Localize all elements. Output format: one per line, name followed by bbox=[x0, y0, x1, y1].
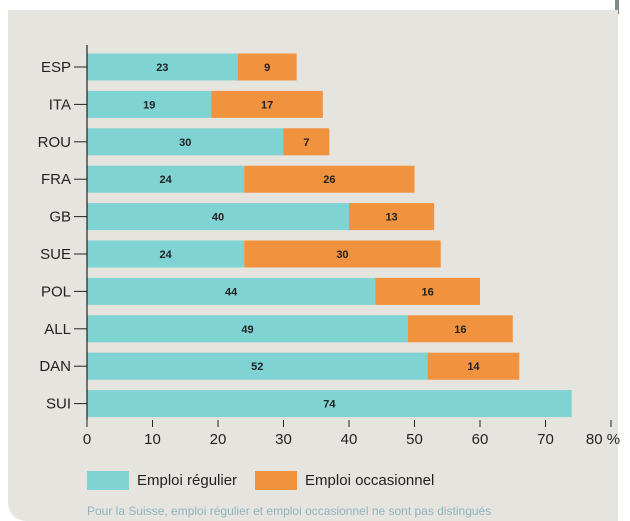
x-tick-label-50: 50 bbox=[406, 431, 423, 448]
bar-fra-series0 bbox=[87, 165, 245, 193]
x-tick-label-60: 60 bbox=[472, 431, 489, 448]
bar-dan-series1 bbox=[427, 352, 520, 380]
bar-sue-series0 bbox=[87, 240, 245, 268]
footnote: Pour la Suisse, emploi régulier et emplo… bbox=[87, 504, 492, 518]
bar-gb-series0 bbox=[87, 203, 349, 231]
data-label-gb-series0: 40 bbox=[212, 212, 224, 224]
x-tick-label-30: 30 bbox=[275, 431, 292, 448]
y-tick-label-sui: SUI bbox=[46, 396, 71, 413]
bar-dan-series0 bbox=[87, 352, 428, 380]
y-tick-label-rou: ROU bbox=[38, 134, 71, 151]
data-label-sue-series0: 24 bbox=[159, 249, 172, 261]
bar-pol-series1 bbox=[375, 277, 480, 305]
data-label-all-series1: 16 bbox=[454, 324, 466, 336]
bar-sui-series0 bbox=[87, 390, 572, 418]
bar-esp-series1 bbox=[237, 53, 297, 81]
y-tick-label-sue: SUE bbox=[40, 246, 71, 263]
data-label-pol-series1: 16 bbox=[421, 286, 433, 298]
y-tick-label-ita: ITA bbox=[49, 96, 71, 113]
legend-item-occasional: Emploi occasionnel bbox=[255, 471, 434, 490]
bar-sue-series1 bbox=[244, 240, 441, 268]
data-label-esp-series1: 9 bbox=[264, 62, 270, 74]
legend-swatch-occasional bbox=[255, 471, 298, 490]
bar-gb-series1 bbox=[349, 203, 435, 231]
x-tick-label-80: 80 % bbox=[586, 431, 620, 448]
data-label-sue-series1: 30 bbox=[336, 249, 348, 261]
bar-rou-series1 bbox=[283, 128, 330, 156]
x-tick-label-20: 20 bbox=[210, 431, 227, 448]
y-tick-label-gb: GB bbox=[49, 209, 71, 226]
x-tick-label-70: 70 bbox=[537, 431, 554, 448]
x-tick-label-0: 0 bbox=[83, 431, 91, 448]
legend-label-occasional: Emploi occasionnel bbox=[305, 472, 435, 489]
bar-pol-series0 bbox=[87, 277, 376, 305]
y-tick-label-fra: FRA bbox=[41, 171, 71, 188]
data-label-gb-series1: 13 bbox=[385, 212, 397, 224]
y-tick-label-pol: POL bbox=[41, 283, 71, 300]
data-label-fra-series0: 24 bbox=[159, 174, 172, 186]
data-label-fra-series1: 26 bbox=[323, 174, 335, 186]
legend-item-regular: Emploi régulier bbox=[87, 471, 237, 490]
bar-esp-series0 bbox=[87, 53, 238, 81]
bar-rou-series0 bbox=[87, 128, 284, 156]
bar-fra-series1 bbox=[244, 165, 415, 193]
data-label-rou-series1: 7 bbox=[303, 137, 309, 149]
bar-ita-series0 bbox=[87, 90, 212, 118]
y-tick-label-all: ALL bbox=[44, 321, 71, 338]
data-label-dan-series0: 52 bbox=[251, 361, 263, 373]
data-label-sui-series0: 74 bbox=[323, 399, 336, 411]
data-label-rou-series0: 30 bbox=[179, 137, 191, 149]
data-label-ita-series1: 17 bbox=[261, 99, 273, 111]
legend-label-regular: Emploi régulier bbox=[137, 472, 238, 489]
data-label-ita-series0: 19 bbox=[143, 99, 155, 111]
data-label-pol-series0: 44 bbox=[225, 286, 238, 298]
legend: Emploi régulier Emploi occasionnel bbox=[87, 471, 452, 490]
data-label-all-series0: 49 bbox=[241, 324, 253, 336]
y-tick-label-esp: ESP bbox=[41, 59, 71, 76]
bar-all-series1 bbox=[407, 315, 513, 343]
edge-accent bbox=[615, 0, 619, 14]
bar-ita-series1 bbox=[211, 90, 323, 118]
data-label-esp-series0: 23 bbox=[156, 62, 168, 74]
y-tick-label-dan: DAN bbox=[39, 358, 71, 375]
x-tick-label-40: 40 bbox=[341, 431, 358, 448]
legend-swatch-regular bbox=[87, 471, 129, 490]
bar-all-series0 bbox=[87, 315, 408, 343]
data-label-dan-series1: 14 bbox=[467, 361, 480, 373]
x-tick-label-10: 10 bbox=[144, 431, 161, 448]
